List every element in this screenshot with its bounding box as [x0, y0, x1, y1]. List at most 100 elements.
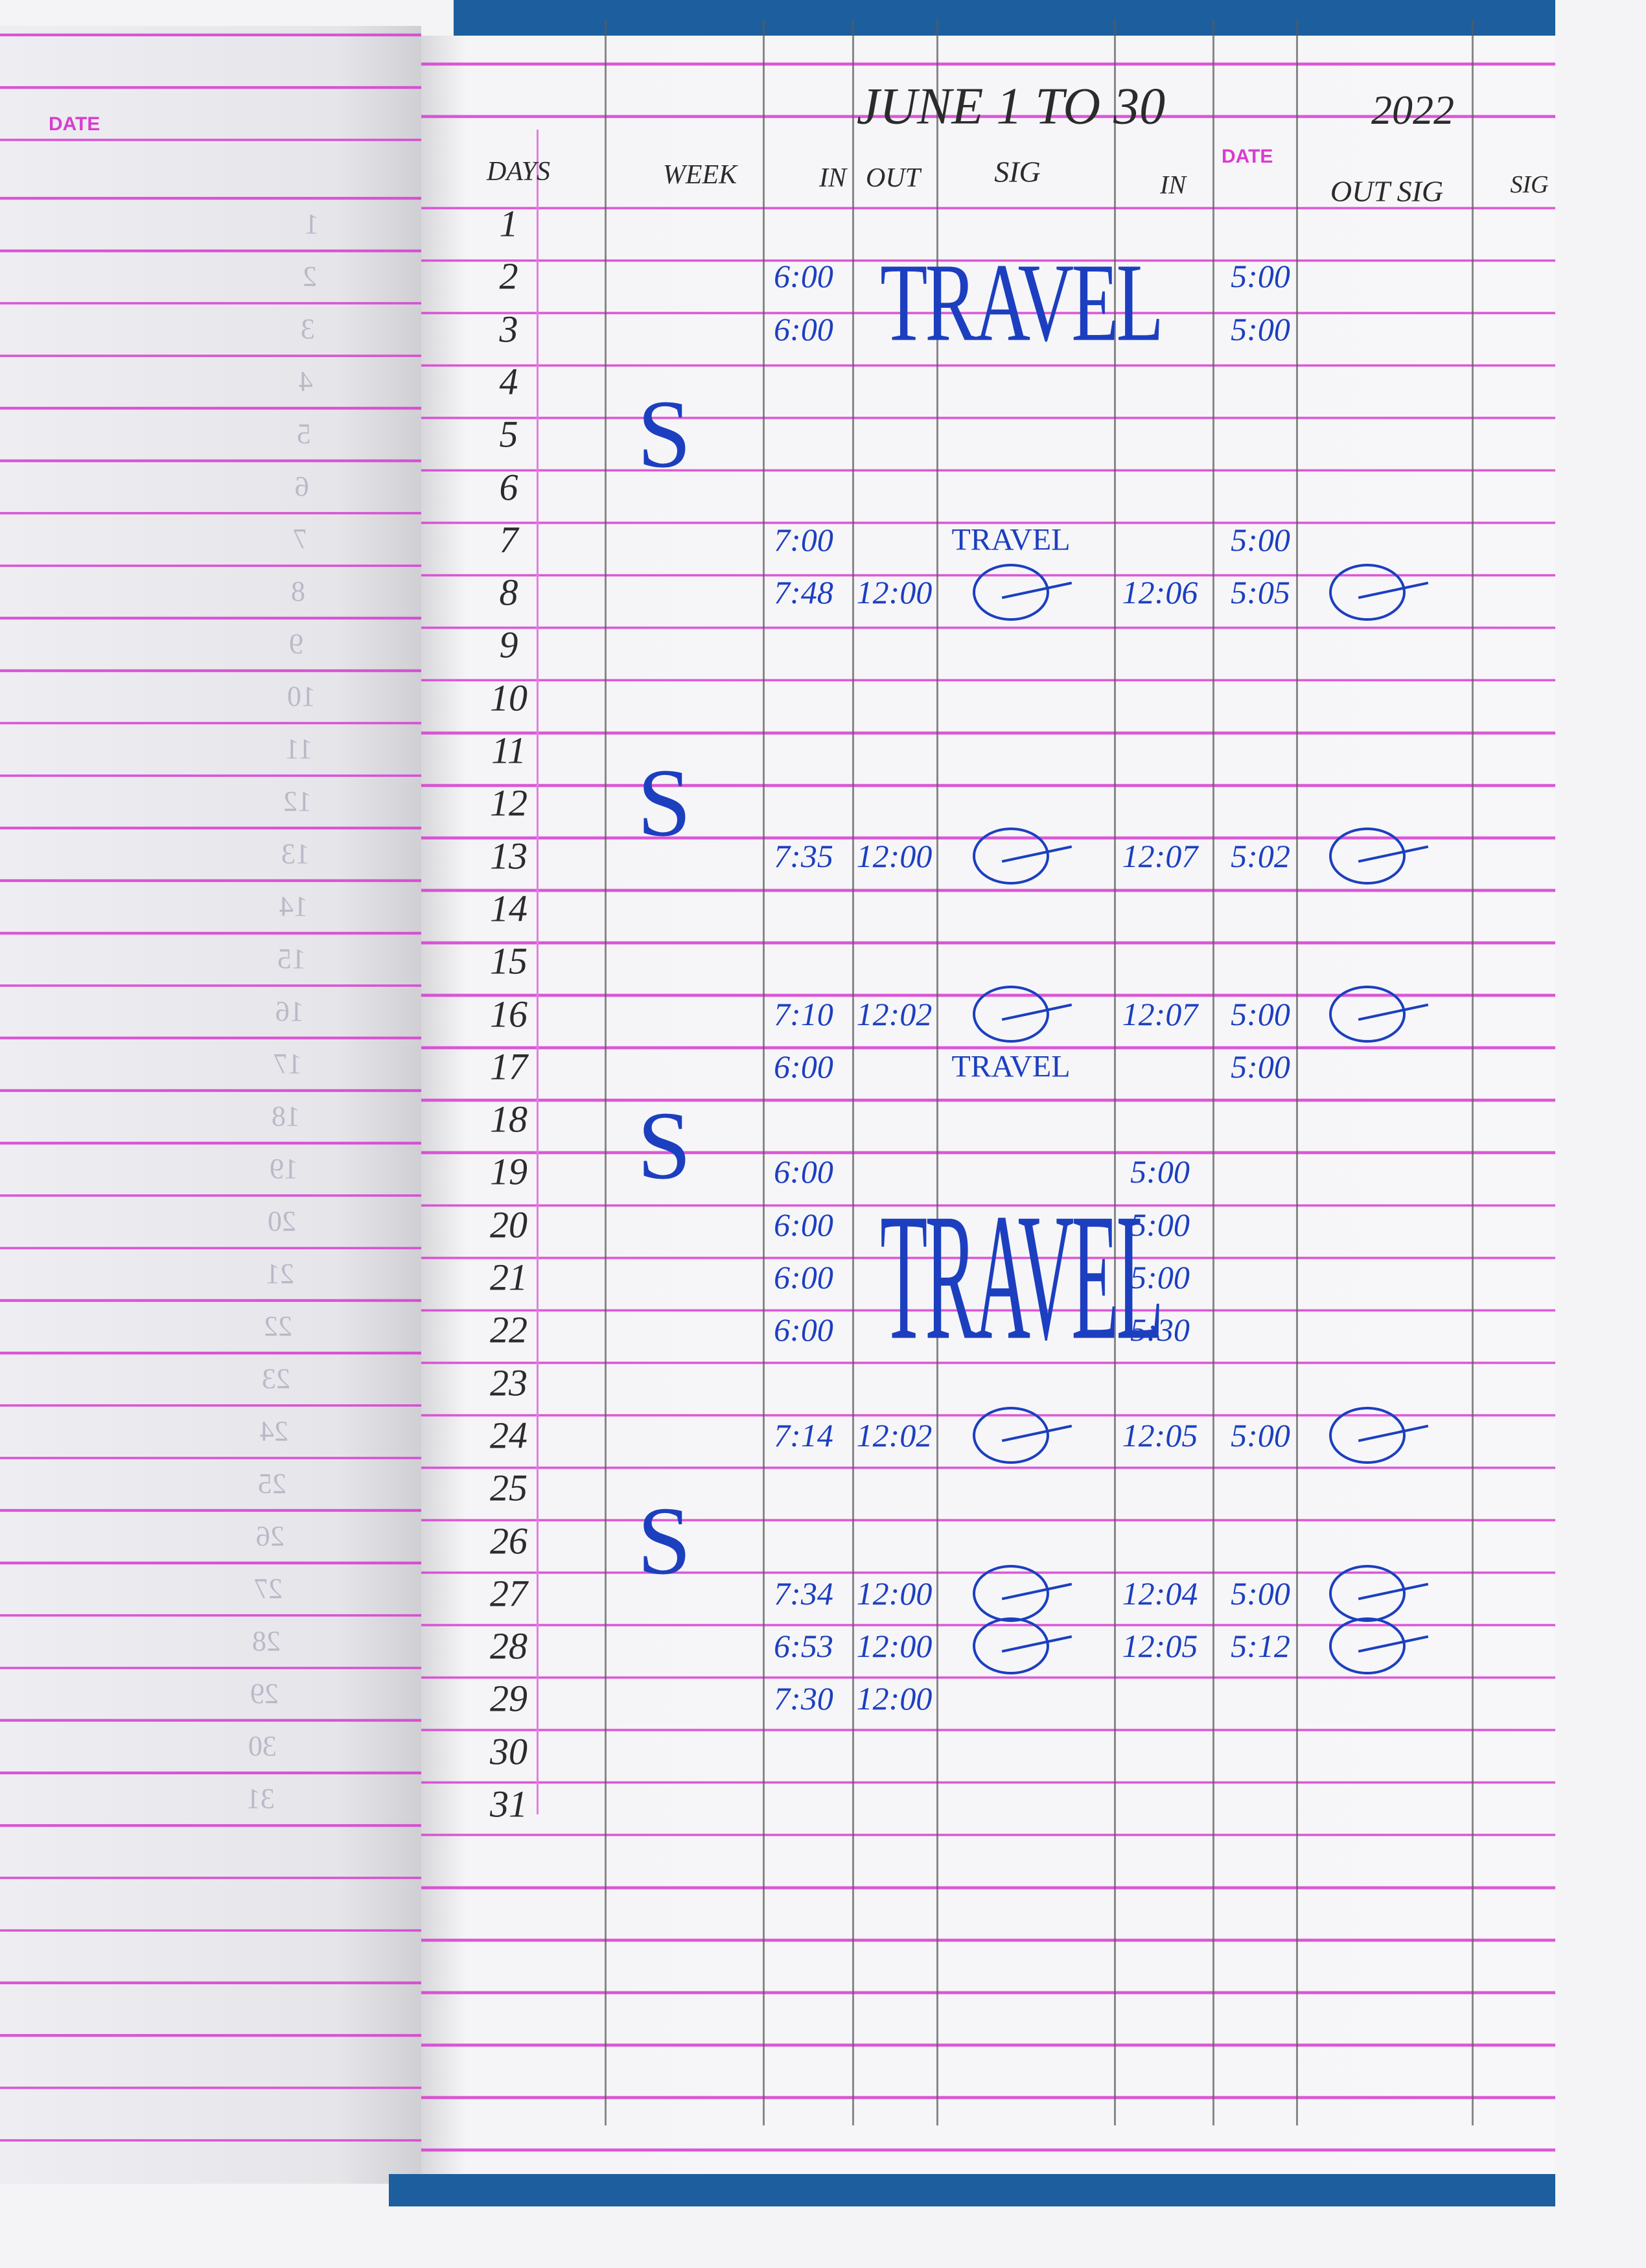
day-number: 13 [490, 835, 527, 877]
signature-mark [973, 1617, 1049, 1675]
ghost-number: 19 [270, 1153, 298, 1185]
day-number: 24 [490, 1414, 527, 1457]
ledger-year: 2022 [1371, 87, 1454, 133]
printed-date-label: DATE [1222, 146, 1273, 167]
ghost-number: 3 [301, 313, 315, 345]
time-out2: 5:00 [1231, 1575, 1290, 1612]
day-number: 31 [490, 1783, 527, 1825]
day-number: 18 [490, 1098, 527, 1140]
time-in: 6:00 [774, 1153, 833, 1190]
ghost-number: 15 [277, 943, 306, 975]
week-mark: S [637, 749, 691, 857]
header-out: OUT [865, 163, 921, 193]
ghost-number: 7 [293, 523, 307, 555]
week-mark: S [637, 1487, 691, 1595]
time-in: 6:00 [774, 1312, 833, 1348]
time-out: 12:00 [856, 1628, 933, 1665]
day-number: 16 [490, 993, 527, 1035]
time-out: 12:00 [856, 1575, 933, 1612]
time-out2: 5:00 [1231, 521, 1290, 558]
day-number: 28 [490, 1625, 527, 1667]
time-out2: 5:00 [1231, 1417, 1290, 1453]
time-out: 12:00 [856, 1680, 933, 1717]
day-number: 5 [499, 413, 518, 456]
day-number: 27 [490, 1572, 527, 1615]
column-divider [936, 19, 938, 2125]
header-in-2: IN [1160, 170, 1186, 200]
header-sig-2: SIG [1510, 171, 1549, 198]
header-week: WEEK [662, 160, 737, 190]
ruled-lines [421, 36, 1555, 2174]
ghost-number: 27 [254, 1573, 283, 1604]
header-out-sig: OUT SIG [1330, 174, 1444, 208]
ghost-number: 26 [256, 1520, 284, 1552]
column-divider [1114, 19, 1116, 2125]
column-divider [852, 19, 854, 2125]
day-number: 22 [490, 1308, 527, 1351]
travel-note: TRAVEL [880, 1175, 1164, 1378]
ghost-number: 11 [285, 733, 313, 765]
signature-mark [973, 1564, 1049, 1622]
day-number: 17 [490, 1045, 527, 1088]
header-days: DAYS [486, 157, 551, 187]
time-out2: 5:00 [1231, 310, 1290, 347]
ghost-number: 21 [266, 1258, 294, 1290]
day-number: 2 [499, 255, 518, 297]
column-divider [763, 19, 765, 2125]
ghost-number: 28 [252, 1625, 281, 1657]
time-in2: 12:04 [1122, 1575, 1198, 1612]
column-divider [1472, 19, 1474, 2125]
travel-note: TRAVEL [951, 522, 1071, 557]
left-page: DATE 1 2 3 4 5 6 7 8 9 10 11 12 13 14 15 16 17 18 19 20 21 22… [0, 26, 421, 2184]
ghost-number: 30 [248, 1730, 277, 1762]
ghost-number: 31 [246, 1783, 275, 1814]
time-in: 6:00 [774, 1048, 833, 1085]
ghost-number: 13 [281, 838, 310, 870]
day-number: 9 [499, 623, 518, 666]
day-number: 4 [499, 360, 518, 403]
time-in: 7:48 [774, 574, 833, 611]
time-out: 12:00 [856, 574, 933, 611]
time-in: 7:10 [774, 995, 833, 1032]
time-in2: 5:30 [1130, 1312, 1190, 1348]
time-in: 6:00 [774, 1259, 833, 1295]
column-divider [605, 19, 607, 2125]
time-in: 7:35 [774, 837, 833, 874]
ghost-number: 1 [305, 208, 319, 240]
time-in: 7:00 [774, 521, 833, 558]
time-in: 7:30 [774, 1680, 833, 1717]
ghost-number: 8 [291, 575, 305, 607]
header-in: IN [819, 163, 846, 193]
ledger-title: JUNE 1 TO 30 [856, 78, 1166, 135]
ghost-number: 4 [299, 365, 313, 397]
day-number: 14 [490, 887, 527, 930]
ghost-number: 29 [250, 1678, 279, 1709]
day-number: 1 [499, 202, 518, 245]
time-out2: 5:05 [1231, 574, 1290, 611]
time-in: 7:14 [774, 1417, 833, 1453]
day-number: 19 [490, 1150, 527, 1193]
signature-mark [973, 564, 1049, 621]
time-out2: 5:00 [1231, 1048, 1290, 1085]
time-out2: 5:02 [1231, 837, 1290, 874]
time-in2: 12:05 [1122, 1628, 1198, 1665]
time-in2: 5:00 [1130, 1259, 1190, 1295]
day-number: 30 [490, 1730, 527, 1773]
signature-mark [1329, 1406, 1406, 1464]
signature-mark [973, 1406, 1049, 1464]
ghost-number: 6 [295, 470, 309, 502]
day-number: 15 [490, 940, 527, 982]
ghost-number: 18 [272, 1100, 300, 1132]
day-number: 8 [499, 571, 518, 614]
ghost-number: 10 [287, 680, 316, 712]
day-number: 7 [499, 518, 518, 561]
day-number: 29 [490, 1677, 527, 1720]
day-number: 23 [490, 1361, 527, 1404]
time-out2: 5:00 [1231, 258, 1290, 295]
time-out: 12:02 [856, 995, 933, 1032]
travel-note: TRAVEL [880, 240, 1164, 364]
day-number: 3 [499, 308, 518, 351]
signature-mark [973, 827, 1049, 885]
time-in2: 12:07 [1122, 837, 1198, 874]
ghost-number: 17 [273, 1048, 302, 1080]
